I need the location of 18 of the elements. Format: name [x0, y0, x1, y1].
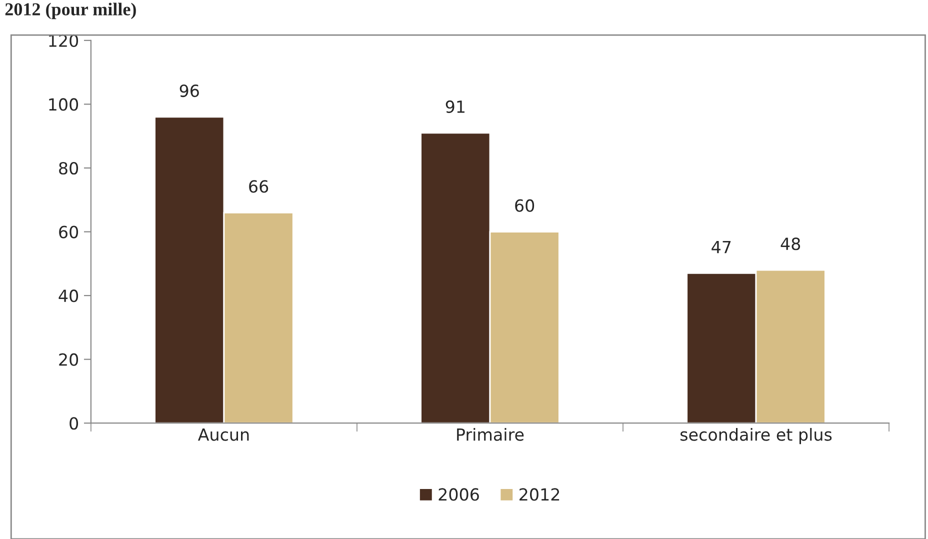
y-tick-label: 100	[49, 98, 78, 111]
legend-label: 2006	[438, 488, 479, 501]
data-label: 66	[249, 180, 268, 193]
chart-title: 2012 (pour mille)	[5, 2, 136, 20]
data-label: 60	[515, 199, 534, 212]
data-label: 47	[712, 240, 731, 254]
x-tick-label: Primaire	[457, 428, 524, 441]
data-label: 48	[780, 238, 800, 250]
legend-label: 2012	[520, 488, 560, 501]
y-tick-label: 40	[58, 290, 78, 302]
y-tick-label: 20	[59, 353, 78, 366]
y-tick-label: 60	[59, 226, 78, 238]
y-tick-label: 0	[70, 417, 78, 430]
x-tick-label: Aucun	[198, 428, 249, 441]
y-tick-label: 80	[59, 162, 78, 175]
x-tick-label: secondaire et plus	[680, 428, 832, 444]
data-label: 96	[180, 84, 199, 98]
data-label: 91	[446, 100, 464, 114]
